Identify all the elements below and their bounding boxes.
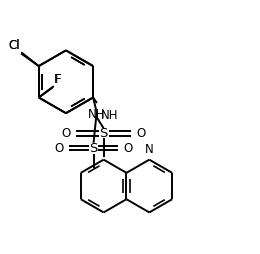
Text: N: N — [145, 143, 154, 156]
Text: O: O — [123, 142, 132, 155]
Text: O: O — [62, 127, 71, 140]
Text: Cl: Cl — [8, 39, 20, 52]
Text: O: O — [136, 127, 146, 140]
Text: F: F — [55, 73, 61, 86]
Text: Cl: Cl — [8, 39, 20, 52]
Text: NH: NH — [101, 109, 118, 122]
Text: NH: NH — [88, 107, 106, 121]
Text: F: F — [54, 73, 60, 86]
Text: S: S — [89, 142, 98, 155]
Text: S: S — [99, 127, 108, 140]
Text: O: O — [55, 142, 64, 155]
